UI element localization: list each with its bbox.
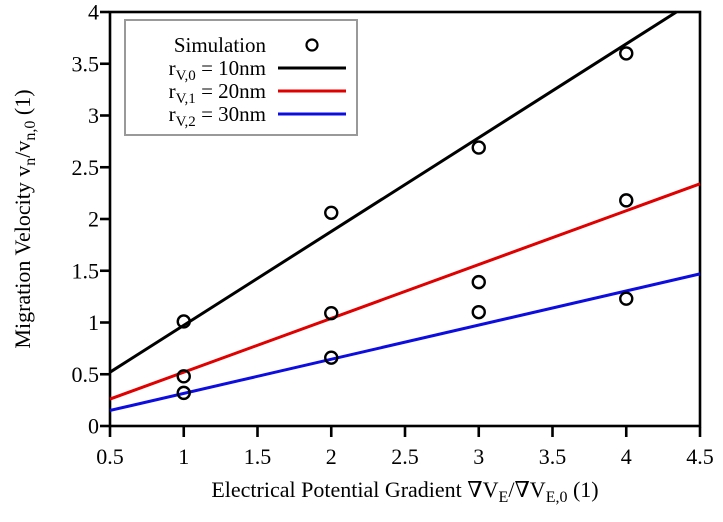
x-tick-label: 1: [178, 444, 189, 469]
x-tick-label: 3: [473, 444, 484, 469]
simulation-point: [471, 304, 486, 320]
y-tick-label: 2: [88, 207, 99, 232]
simulation-point: [176, 369, 191, 384]
y-tick-label: 1.5: [72, 258, 100, 283]
legend-box: [124, 19, 358, 136]
fit-line-1: [109, 182, 701, 401]
simulation-point: [324, 205, 339, 220]
x-tick-label: 4: [621, 444, 632, 469]
simulation-point: [324, 350, 339, 365]
simulation-point: [619, 193, 634, 208]
y-axis-label: Migration Velocity vn/vn,0 (1): [10, 89, 39, 348]
legend-label-simulation: Simulation: [174, 33, 267, 57]
fit-line-0: [109, 10, 678, 374]
simulation-point: [176, 385, 191, 401]
y-tick-label: 4: [88, 0, 99, 25]
simulation-point: [471, 274, 486, 290]
plot-border: [108, 10, 702, 428]
x-tick-label: 3.5: [539, 444, 567, 469]
simulation-point: [619, 46, 634, 61]
y-tick-label: 0.5: [72, 362, 100, 387]
x-tick-label: 4.5: [686, 444, 714, 469]
fit-line-2: [109, 272, 701, 412]
x-tick-label: 1.5: [244, 444, 272, 469]
legend-circle-marker-icon: [305, 38, 319, 52]
y-tick-label: 0: [88, 414, 99, 439]
x-tick-label: 2.5: [391, 444, 419, 469]
simulation-point: [471, 140, 486, 155]
legend-label-1: rV,1 = 20nm: [169, 79, 266, 107]
simulation-point: [176, 314, 191, 329]
simulation-point: [324, 305, 339, 321]
y-tick-label: 2.5: [72, 155, 100, 180]
x-axis-label: Electrical Potential Gradient ∇VE/∇VE,0 …: [211, 477, 598, 506]
y-tick-label: 3.5: [72, 51, 100, 76]
simulation-point: [619, 291, 634, 306]
x-tick-label: 0.5: [96, 444, 124, 469]
x-tick-label: 2: [326, 444, 337, 469]
y-tick-label: 1: [88, 310, 99, 335]
y-tick-label: 3: [88, 103, 99, 128]
legend-label-0: rV,0 = 10nm: [169, 56, 266, 84]
legend-label-2: rV,2 = 30nm: [169, 102, 266, 130]
